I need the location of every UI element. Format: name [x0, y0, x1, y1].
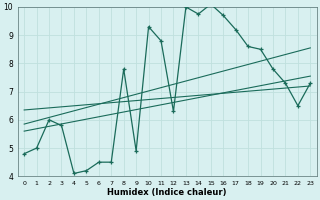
X-axis label: Humidex (Indice chaleur): Humidex (Indice chaleur)	[108, 188, 227, 197]
